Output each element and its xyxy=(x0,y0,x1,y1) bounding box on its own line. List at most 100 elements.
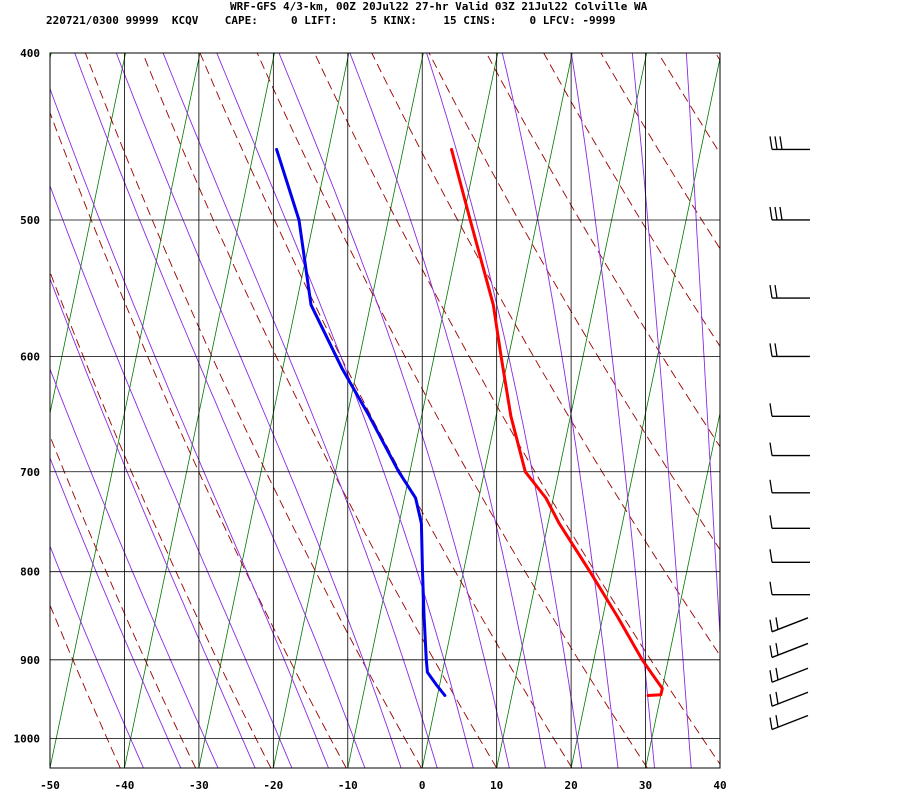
wind-barb xyxy=(769,691,809,707)
wind-barb-feather xyxy=(769,581,773,595)
wind-barb-feather xyxy=(769,694,773,707)
dry-adiabat-line xyxy=(887,53,900,768)
wind-barb-feather xyxy=(769,515,773,529)
wind-barb xyxy=(769,515,810,530)
wind-barb xyxy=(769,206,810,221)
dry-adiabat-line xyxy=(50,435,197,768)
dry-adiabat-line xyxy=(50,604,121,768)
moist-adiabat-line xyxy=(50,87,329,768)
y-tick-label: 1000 xyxy=(14,733,41,746)
moist-adiabat-line xyxy=(685,53,720,643)
wind-barb-feather xyxy=(769,343,773,357)
wind-barb xyxy=(769,403,810,418)
moist-adiabat-line xyxy=(349,53,546,768)
wind-barb-feather xyxy=(769,136,773,150)
y-tick-label: 800 xyxy=(20,566,40,579)
wind-barb-feather xyxy=(769,717,773,730)
wind-barb-feather xyxy=(774,284,778,299)
wind-barb xyxy=(769,343,810,358)
dry-adiabat-line xyxy=(50,270,272,768)
dry-adiabat-line xyxy=(84,53,422,768)
isotherm-line xyxy=(496,53,648,768)
isotherm-line xyxy=(421,53,573,768)
wind-barb xyxy=(769,442,810,457)
wind-barb-feather xyxy=(779,136,783,150)
dry-adiabat-line xyxy=(715,53,720,62)
wind-barb xyxy=(769,136,810,151)
dry-adiabat-line xyxy=(486,53,720,448)
dry-adiabat-line xyxy=(50,111,347,768)
wind-barb xyxy=(769,667,809,683)
wind-barb xyxy=(769,714,809,731)
chart-title: WRF-GFS 4/3-km, 00Z 20Jul22 27-hr Valid … xyxy=(230,0,648,13)
wind-barb xyxy=(769,581,810,596)
isotherm-line xyxy=(570,56,720,768)
wind-barb-feather xyxy=(775,642,779,656)
x-tick-label: 10 xyxy=(490,779,503,792)
wind-barb-staff xyxy=(771,667,809,683)
y-tick-label: 900 xyxy=(20,654,40,667)
wind-barb xyxy=(769,549,810,563)
moist-adiabat-line xyxy=(50,184,293,768)
dry-adiabat-line xyxy=(830,53,900,768)
wind-barb-feather xyxy=(769,645,773,658)
moist-adiabat-line xyxy=(216,53,474,768)
dry-adiabat-line xyxy=(600,53,720,250)
wind-barb-feather xyxy=(774,343,778,357)
wind-barb-feather xyxy=(775,715,779,728)
moist-adiabat-line xyxy=(162,53,438,768)
moist-adiabat-line xyxy=(50,545,144,768)
wind-barb-feather xyxy=(769,670,773,683)
dry-adiabat-line xyxy=(657,53,720,155)
wind-barb-feather xyxy=(775,617,779,630)
x-tick-label: -30 xyxy=(189,779,209,792)
wind-barb-feather xyxy=(769,206,773,221)
x-tick-label: 40 xyxy=(713,779,726,792)
wind-barb-feather xyxy=(769,479,773,493)
wind-barb xyxy=(769,479,810,494)
wind-barb xyxy=(769,617,809,633)
wind-barb-feather xyxy=(775,691,779,704)
wind-barbs xyxy=(769,136,810,731)
y-tick-label: 500 xyxy=(20,214,40,227)
moist-adiabat-line xyxy=(278,53,510,768)
dry-adiabat-lines xyxy=(50,53,900,768)
dewpoint-profile-line xyxy=(275,147,447,697)
wind-barb-feather xyxy=(769,442,773,456)
x-tick-label: 0 xyxy=(419,779,426,792)
x-tick-label: -50 xyxy=(40,779,60,792)
isotherm-line xyxy=(198,53,350,768)
wind-barb-staff xyxy=(771,617,809,633)
dry-adiabat-line xyxy=(256,53,648,768)
x-tick-label: 20 xyxy=(564,779,577,792)
chart-grid xyxy=(49,52,721,769)
y-tick-label: 400 xyxy=(20,47,40,60)
wind-barb-feather xyxy=(769,619,773,632)
temperature-profile-line xyxy=(450,147,664,697)
wind-barb-feather xyxy=(769,549,773,563)
isotherm-lines xyxy=(50,53,720,768)
isotherm-line xyxy=(347,53,499,768)
isotherm-line xyxy=(719,766,720,768)
dry-adiabat-line xyxy=(199,53,573,768)
y-tick-label: 600 xyxy=(20,350,40,363)
moist-adiabat-line xyxy=(426,53,583,768)
sounding-profiles xyxy=(275,147,664,697)
wind-barb-feather xyxy=(774,206,778,221)
dry-adiabat-line xyxy=(543,53,720,348)
isotherm-line xyxy=(124,53,275,768)
wind-barb-staff xyxy=(771,714,809,731)
x-tick-label: -20 xyxy=(263,779,283,792)
y-tick-label: 700 xyxy=(20,466,40,479)
plot-frame xyxy=(49,52,721,769)
isotherm-line xyxy=(50,53,126,416)
sounding-indices: 220721/0300 99999 KCQV CAPE: 0 LIFT: 5 K… xyxy=(46,14,616,27)
wind-barb xyxy=(769,642,809,659)
moist-adiabat-line xyxy=(74,53,366,768)
y-axis-ticks: 400 500 600 700 800 900 1000 xyxy=(14,47,41,746)
dry-adiabat-line xyxy=(773,53,900,768)
wind-barb-staff xyxy=(771,642,809,659)
dry-adiabat-line xyxy=(314,53,720,765)
wind-barb xyxy=(769,284,810,299)
